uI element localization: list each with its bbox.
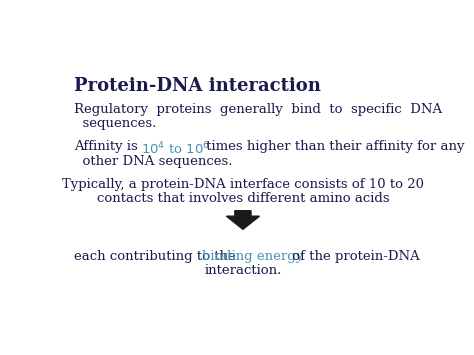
Text: sequences.: sequences. — [74, 117, 156, 130]
Text: binding energy: binding energy — [202, 250, 303, 263]
Text: interaction.: interaction. — [204, 264, 282, 277]
Text: Affinity is: Affinity is — [74, 141, 142, 153]
Text: Typically, a protein-DNA interface consists of 10 to 20: Typically, a protein-DNA interface consi… — [62, 178, 424, 191]
Text: Protein-DNA interaction: Protein-DNA interaction — [74, 77, 321, 95]
Text: contacts that involves different amino acids: contacts that involves different amino a… — [97, 192, 389, 205]
FancyArrow shape — [227, 211, 259, 229]
Text: other DNA sequences.: other DNA sequences. — [74, 155, 232, 168]
Text: times higher than their affinity for any: times higher than their affinity for any — [202, 141, 464, 153]
Text: of the protein-DNA: of the protein-DNA — [288, 250, 420, 263]
Text: each contributing to the: each contributing to the — [74, 250, 240, 263]
Text: $10^4$ to $10^6$: $10^4$ to $10^6$ — [141, 141, 210, 157]
Text: Regulatory  proteins  generally  bind  to  specific  DNA: Regulatory proteins generally bind to sp… — [74, 103, 442, 116]
